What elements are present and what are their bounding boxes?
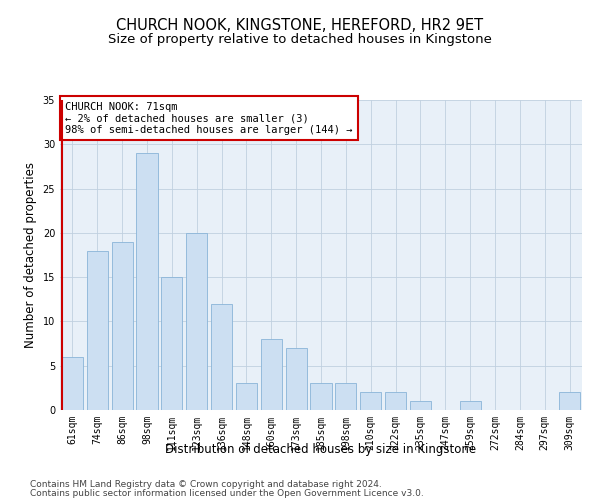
Bar bbox=[186, 233, 207, 410]
Bar bbox=[335, 384, 356, 410]
Bar bbox=[261, 339, 282, 410]
Bar bbox=[559, 392, 580, 410]
Bar bbox=[112, 242, 133, 410]
Bar bbox=[360, 392, 381, 410]
Bar bbox=[161, 277, 182, 410]
Text: CHURCH NOOK: 71sqm
← 2% of detached houses are smaller (3)
98% of semi-detached : CHURCH NOOK: 71sqm ← 2% of detached hous… bbox=[65, 102, 353, 134]
Bar bbox=[460, 401, 481, 410]
Bar bbox=[236, 384, 257, 410]
Bar bbox=[87, 250, 108, 410]
Text: Size of property relative to detached houses in Kingstone: Size of property relative to detached ho… bbox=[108, 32, 492, 46]
Bar bbox=[385, 392, 406, 410]
Bar bbox=[211, 304, 232, 410]
Text: Contains HM Land Registry data © Crown copyright and database right 2024.: Contains HM Land Registry data © Crown c… bbox=[30, 480, 382, 489]
Bar bbox=[62, 357, 83, 410]
Text: Distribution of detached houses by size in Kingstone: Distribution of detached houses by size … bbox=[166, 442, 476, 456]
Bar bbox=[310, 384, 332, 410]
Text: Contains public sector information licensed under the Open Government Licence v3: Contains public sector information licen… bbox=[30, 489, 424, 498]
Text: CHURCH NOOK, KINGSTONE, HEREFORD, HR2 9ET: CHURCH NOOK, KINGSTONE, HEREFORD, HR2 9E… bbox=[116, 18, 484, 32]
Bar bbox=[136, 153, 158, 410]
Bar bbox=[286, 348, 307, 410]
Bar bbox=[410, 401, 431, 410]
Y-axis label: Number of detached properties: Number of detached properties bbox=[24, 162, 37, 348]
